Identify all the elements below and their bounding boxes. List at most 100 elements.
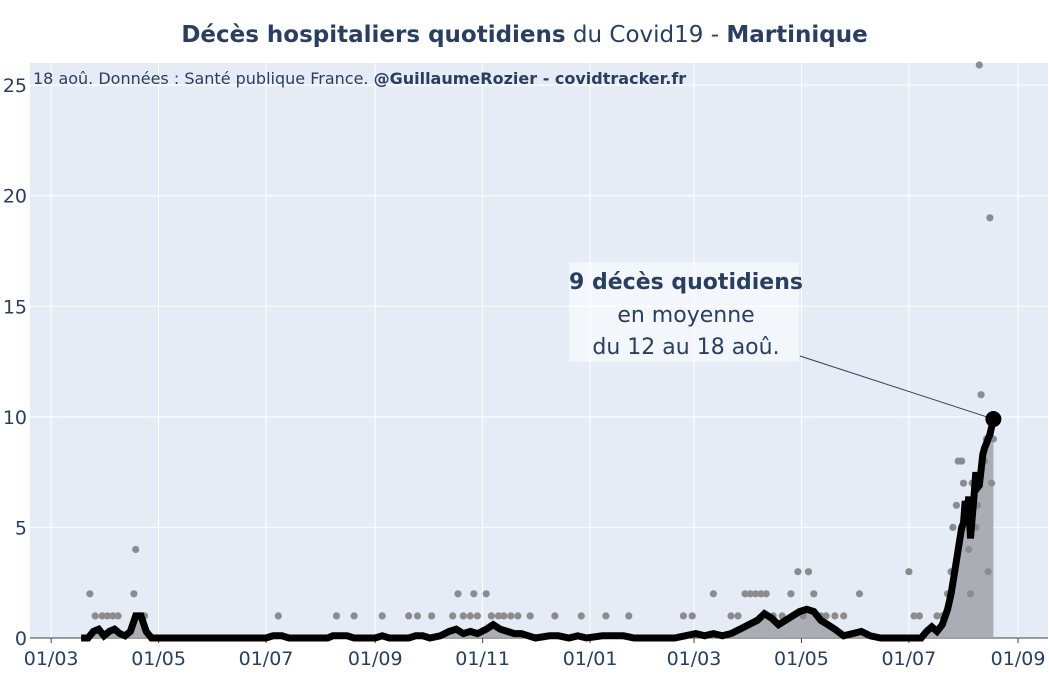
daily-point — [734, 612, 742, 620]
title-region: Martinique — [726, 22, 868, 48]
title-middle: du Covid19 - — [565, 22, 727, 48]
daily-point — [709, 590, 718, 598]
subtitle-credit: @GuillaumeRozier - covidtracker.fr — [374, 69, 687, 88]
y-tick-label: 5 — [15, 517, 27, 539]
daily-point — [952, 501, 961, 509]
daily-point — [905, 568, 913, 576]
daily-point — [514, 612, 522, 620]
plot-area — [30, 63, 1048, 638]
daily-point — [965, 545, 973, 554]
daily-point — [332, 612, 341, 620]
daily-point — [551, 612, 559, 620]
daily-point — [810, 590, 818, 598]
daily-point — [507, 612, 515, 620]
daily-point — [625, 612, 633, 620]
x-tick-label: 01/01 — [563, 648, 618, 670]
y-tick-label: 0 — [15, 628, 27, 650]
daily-point — [804, 568, 813, 576]
daily-point — [86, 590, 94, 598]
daily-point — [454, 590, 462, 598]
title-main: Décès hospitaliers quotidiens — [181, 22, 566, 48]
daily-point — [500, 612, 508, 620]
x-gridlines — [30, 63, 1048, 643]
x-tick-label: 01/07 — [239, 648, 294, 670]
daily-point — [350, 612, 358, 620]
daily-point — [103, 612, 112, 620]
subtitle: 18 aoû. Données : Santé publique France.… — [33, 69, 686, 88]
daily-point — [986, 214, 994, 222]
y-tick-label: 20 — [3, 186, 27, 208]
y-tick-label: 15 — [3, 296, 27, 318]
y-tick-label: 25 — [3, 75, 27, 97]
daily-point — [855, 590, 864, 598]
daily-point — [109, 612, 117, 620]
daily-point — [762, 590, 770, 598]
daily-point — [91, 612, 99, 620]
daily-point — [405, 612, 413, 620]
daily-point — [577, 612, 585, 620]
daily-point — [910, 612, 918, 620]
daily-point — [602, 612, 610, 620]
x-tick-label: 01/03 — [667, 648, 722, 670]
daily-point — [688, 612, 696, 620]
x-tick-label: 01/03 — [24, 648, 79, 670]
x-tick-labels: 01/03 01/05 01/07 01/09 01/11 01/01 01/03 01/05… — [24, 648, 1046, 670]
daily-point — [966, 590, 975, 598]
annotation-line-2: en moyenne — [617, 303, 754, 328]
daily-point — [274, 612, 282, 620]
daily-point — [428, 612, 436, 620]
daily-point — [822, 612, 830, 620]
average-line — [81, 418, 997, 642]
x-tick-label: 01/05 — [774, 648, 829, 670]
annotation-line-1: 9 décès quotidiens — [569, 270, 803, 295]
daily-point — [794, 568, 802, 576]
x-tick-label: 01/07 — [881, 648, 936, 670]
daily-point — [933, 612, 941, 620]
annotation-line-3: du 12 au 18 aoû. — [592, 335, 779, 360]
daily-point — [473, 612, 481, 620]
daily-point — [470, 590, 478, 598]
daily-point — [840, 612, 848, 620]
daily-point — [487, 612, 495, 620]
daily-point — [752, 590, 760, 598]
last-value-marker — [985, 411, 1002, 428]
daily-point — [494, 612, 503, 620]
y-tick-labels: 0 5 10 15 20 25 — [3, 75, 27, 650]
daily-point — [977, 391, 985, 399]
subtitle-source: 18 aoû. Données : Santé publique France. — [33, 69, 374, 88]
daily-point — [132, 545, 140, 554]
daily-point — [378, 612, 386, 620]
daily-point — [984, 568, 992, 576]
daily-point — [114, 612, 122, 620]
daily-point — [757, 590, 765, 598]
daily-point — [949, 523, 957, 532]
y-tick-label: 10 — [3, 407, 27, 429]
daily-point — [526, 612, 534, 620]
daily-point — [959, 479, 968, 487]
daily-point — [741, 590, 749, 598]
annotation-box — [569, 262, 799, 362]
daily-point — [459, 612, 467, 620]
x-tick-label: 01/09 — [348, 648, 403, 670]
daily-point — [958, 457, 966, 465]
daily-point — [915, 612, 924, 620]
daily-point — [787, 590, 795, 598]
daily-point — [482, 590, 490, 598]
annotation-pointer — [799, 355, 994, 420]
x-tick-label: 01/11 — [455, 648, 510, 670]
daily-point — [988, 479, 996, 487]
average-line-path — [81, 418, 997, 642]
daily-point — [679, 612, 688, 620]
daily-point — [466, 612, 474, 620]
daily-point — [449, 612, 457, 620]
daily-point — [413, 612, 422, 620]
x-tick-label: 01/09 — [991, 648, 1046, 670]
x-tick-label: 01/05 — [131, 648, 186, 670]
daily-point — [746, 590, 754, 598]
chart-title: Décès hospitaliers quotidiens du Covid19… — [0, 22, 1049, 48]
daily-point — [130, 590, 138, 598]
daily-point — [727, 612, 735, 620]
daily-point — [831, 612, 839, 620]
daily-point — [98, 612, 106, 620]
